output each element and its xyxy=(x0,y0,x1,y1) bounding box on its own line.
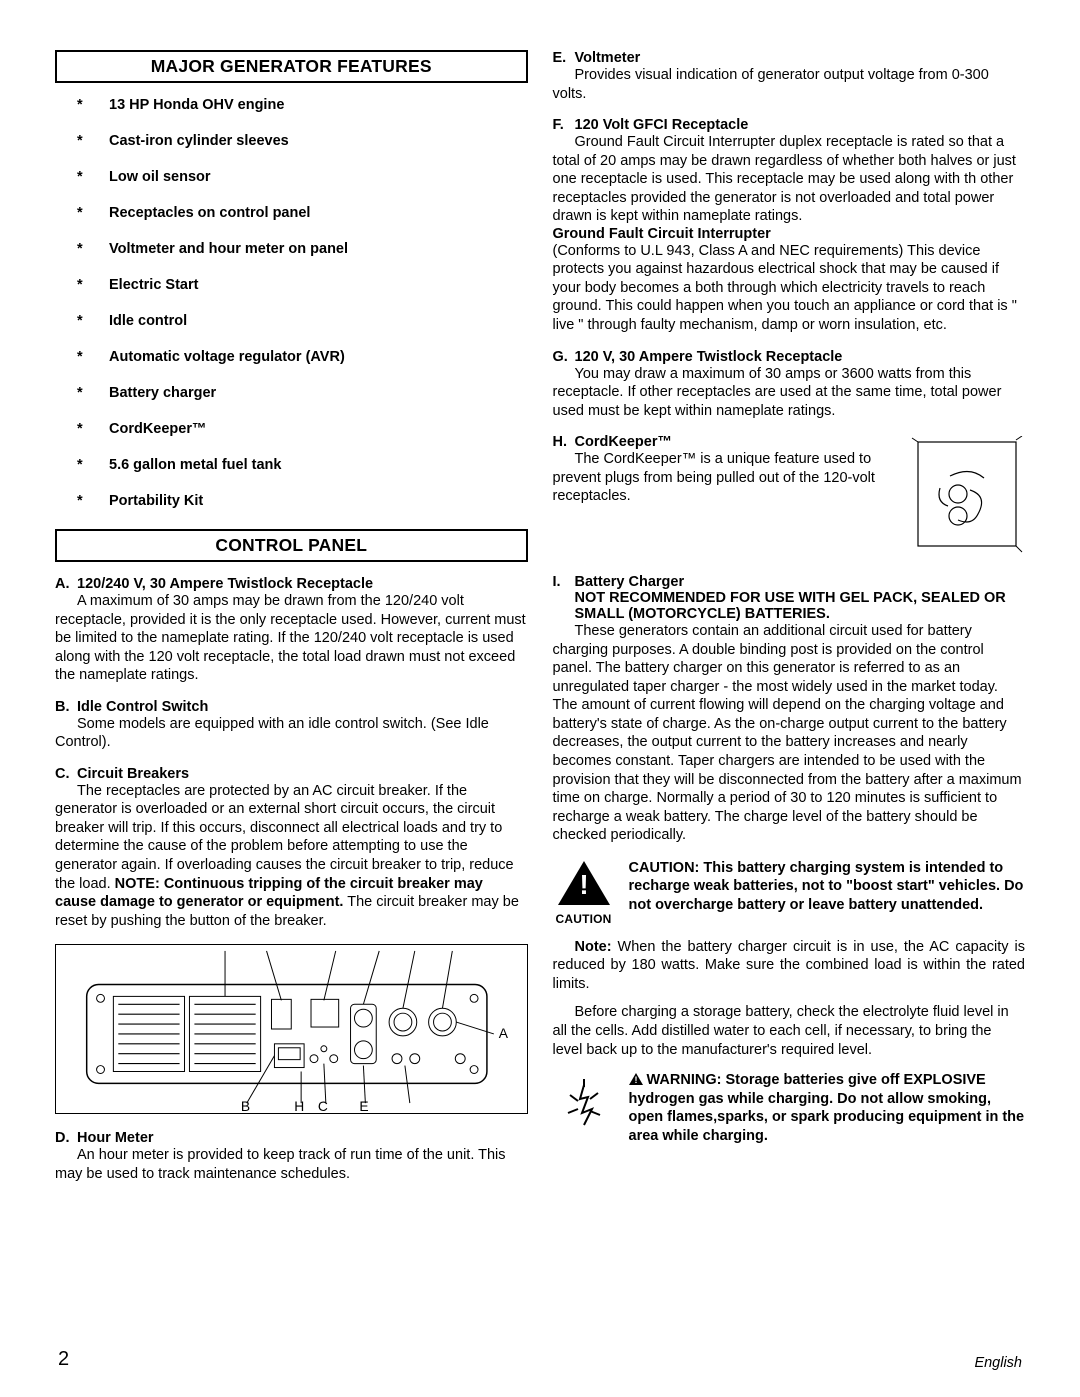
section-g-body: You may draw a maximum of 30 amps or 360… xyxy=(553,366,1002,419)
feature-item: Portability Kit xyxy=(77,493,528,509)
feature-item: Electric Start xyxy=(77,277,528,293)
svg-text:!: ! xyxy=(634,1075,637,1085)
section-f-head: F.120 Volt GFCI Receptacle xyxy=(553,117,1026,133)
section-title: Circuit Breakers xyxy=(77,766,189,782)
section-letter: G. xyxy=(553,349,575,365)
section-letter: C. xyxy=(55,766,77,782)
feature-item: Automatic voltage regulator (AVR) xyxy=(77,349,528,365)
section-i-body: These generators contain an additional c… xyxy=(553,623,1022,843)
section-letter: A. xyxy=(55,576,77,592)
svg-text:A: A xyxy=(499,1025,509,1041)
section-c-note-label: NOTE: xyxy=(115,876,164,892)
section-c-text: The receptacles are protected by an AC c… xyxy=(55,782,528,930)
section-title: 120 Volt GFCI Receptacle xyxy=(575,117,749,133)
warning-block: ! WARNING: Storage batteries give off EX… xyxy=(553,1071,1026,1145)
section-letter: E. xyxy=(553,50,575,66)
section-a-body: A maximum of 30 amps may be drawn from t… xyxy=(55,593,526,683)
section-h-body: The CordKeeper™ is a unique feature used… xyxy=(553,451,875,504)
explosion-icon xyxy=(553,1071,615,1145)
feature-item: Low oil sensor xyxy=(77,169,528,185)
section-e-head: E.Voltmeter xyxy=(553,50,1026,66)
note-label: Note: xyxy=(575,939,612,955)
section-letter: H. xyxy=(553,434,575,450)
section-letter: D. xyxy=(55,1130,77,1146)
section-d-text: An hour meter is provided to keep track … xyxy=(55,1146,528,1183)
feature-item: Battery charger xyxy=(77,385,528,401)
note-text: Note: When the battery charger circuit i… xyxy=(553,938,1026,994)
section-e-text: Provides visual indication of generator … xyxy=(553,66,1026,103)
feature-item: Receptacles on control panel xyxy=(77,205,528,221)
section-f-text: Ground Fault Circuit Interrupter duplex … xyxy=(553,133,1026,226)
section-g-text: You may draw a maximum of 30 amps or 360… xyxy=(553,365,1026,421)
section-title: Hour Meter xyxy=(77,1130,154,1146)
feature-item: 5.6 gallon metal fuel tank xyxy=(77,457,528,473)
section-g: G.120 V, 30 Ampere Twistlock Receptacle … xyxy=(553,349,1026,421)
section-letter: I. xyxy=(553,574,575,590)
cordkeeper-figure xyxy=(910,436,1025,556)
electrolyte-body: Before charging a storage battery, check… xyxy=(553,1004,1009,1057)
section-a-text: A maximum of 30 amps may be drawn from t… xyxy=(55,592,528,685)
section-title: Idle Control Switch xyxy=(77,699,208,715)
section-d-body: An hour meter is provided to keep track … xyxy=(55,1147,506,1182)
section-i-text: These generators contain an additional c… xyxy=(553,622,1026,845)
electrolyte-text: Before charging a storage battery, check… xyxy=(553,1003,1026,1059)
control-panel-header: CONTROL PANEL xyxy=(55,529,528,562)
section-b-body: Some models are equipped with an idle co… xyxy=(55,716,489,751)
section-title: CordKeeper™ xyxy=(575,434,673,450)
page-language: English xyxy=(974,1355,1022,1371)
section-e: E.Voltmeter Provides visual indication o… xyxy=(553,50,1026,103)
section-letter: F. xyxy=(553,117,575,133)
section-c: C.Circuit Breakers The receptacles are p… xyxy=(55,766,528,930)
left-column: MAJOR GENERATOR FEATURES 13 HP Honda OHV… xyxy=(55,50,528,1197)
section-title: 120 V, 30 Ampere Twistlock Receptacle xyxy=(575,349,843,365)
warning-text: ! WARNING: Storage batteries give off EX… xyxy=(629,1071,1026,1145)
feature-item: 13 HP Honda OHV engine xyxy=(77,97,528,113)
section-i-head: I.Battery Charger xyxy=(553,574,1026,590)
section-e-body: Provides visual indication of generator … xyxy=(553,67,989,102)
caution-icon: ! CAUTION xyxy=(553,859,615,926)
section-i-warn: NOT RECOMMENDED FOR USE WITH GEL PACK, S… xyxy=(553,590,1026,622)
caution-text: CAUTION: This battery charging system is… xyxy=(629,859,1026,926)
section-i: I.Battery Charger NOT RECOMMENDED FOR US… xyxy=(553,574,1026,845)
section-d-head: D.Hour Meter xyxy=(55,1130,528,1146)
section-f-body: Ground Fault Circuit Interrupter duplex … xyxy=(553,134,1016,224)
page-number: 2 xyxy=(58,1348,69,1371)
section-b: B.Idle Control Switch Some models are eq… xyxy=(55,699,528,752)
section-b-head: B.Idle Control Switch xyxy=(55,699,528,715)
svg-text:H: H xyxy=(294,1098,304,1113)
note-body: When the battery charger circuit is in u… xyxy=(553,939,1026,992)
feature-item: Idle control xyxy=(77,313,528,329)
feature-list: 13 HP Honda OHV engine Cast-iron cylinde… xyxy=(55,97,528,509)
svg-text:C: C xyxy=(318,1098,328,1113)
section-a: A.120/240 V, 30 Ampere Twistlock Recepta… xyxy=(55,576,528,685)
section-title: Voltmeter xyxy=(575,50,641,66)
right-column: E.Voltmeter Provides visual indication o… xyxy=(553,50,1026,1197)
section-a-head: A.120/240 V, 30 Ampere Twistlock Recepta… xyxy=(55,576,528,592)
section-letter: B. xyxy=(55,699,77,715)
feature-item: CordKeeper™ xyxy=(77,421,528,437)
feature-item: Voltmeter and hour meter on panel xyxy=(77,241,528,257)
warning-body: WARNING: Storage batteries give off EXPL… xyxy=(629,1072,1025,1144)
features-header: MAJOR GENERATOR FEATURES xyxy=(55,50,528,83)
feature-item: Cast-iron cylinder sleeves xyxy=(77,133,528,149)
section-h: H.CordKeeper™ The CordKeeper™ is a uniqu… xyxy=(553,434,1026,560)
section-f-subtext: (Conforms to U.L 943, Class A and NEC re… xyxy=(553,242,1026,335)
svg-text:E: E xyxy=(359,1098,368,1113)
warning-triangle-icon: ! xyxy=(629,1073,643,1085)
section-g-head: G.120 V, 30 Ampere Twistlock Receptacle xyxy=(553,349,1026,365)
section-f: F.120 Volt GFCI Receptacle Ground Fault … xyxy=(553,117,1026,334)
section-f-subhead: Ground Fault Circuit Interrupter xyxy=(553,226,1026,242)
caution-block: ! CAUTION CAUTION: This battery charging… xyxy=(553,859,1026,926)
section-title: Battery Charger xyxy=(575,574,685,590)
caution-label: CAUTION xyxy=(553,912,615,926)
page-columns: MAJOR GENERATOR FEATURES 13 HP Honda OHV… xyxy=(55,50,1025,1197)
section-b-text: Some models are equipped with an idle co… xyxy=(55,715,528,752)
control-panel-diagram: A B C E H xyxy=(55,944,528,1114)
svg-text:B: B xyxy=(241,1098,250,1113)
svg-text:!: ! xyxy=(579,869,588,900)
section-d: D.Hour Meter An hour meter is provided t… xyxy=(55,1130,528,1183)
section-title: 120/240 V, 30 Ampere Twistlock Receptacl… xyxy=(77,576,373,592)
section-c-head: C.Circuit Breakers xyxy=(55,766,528,782)
